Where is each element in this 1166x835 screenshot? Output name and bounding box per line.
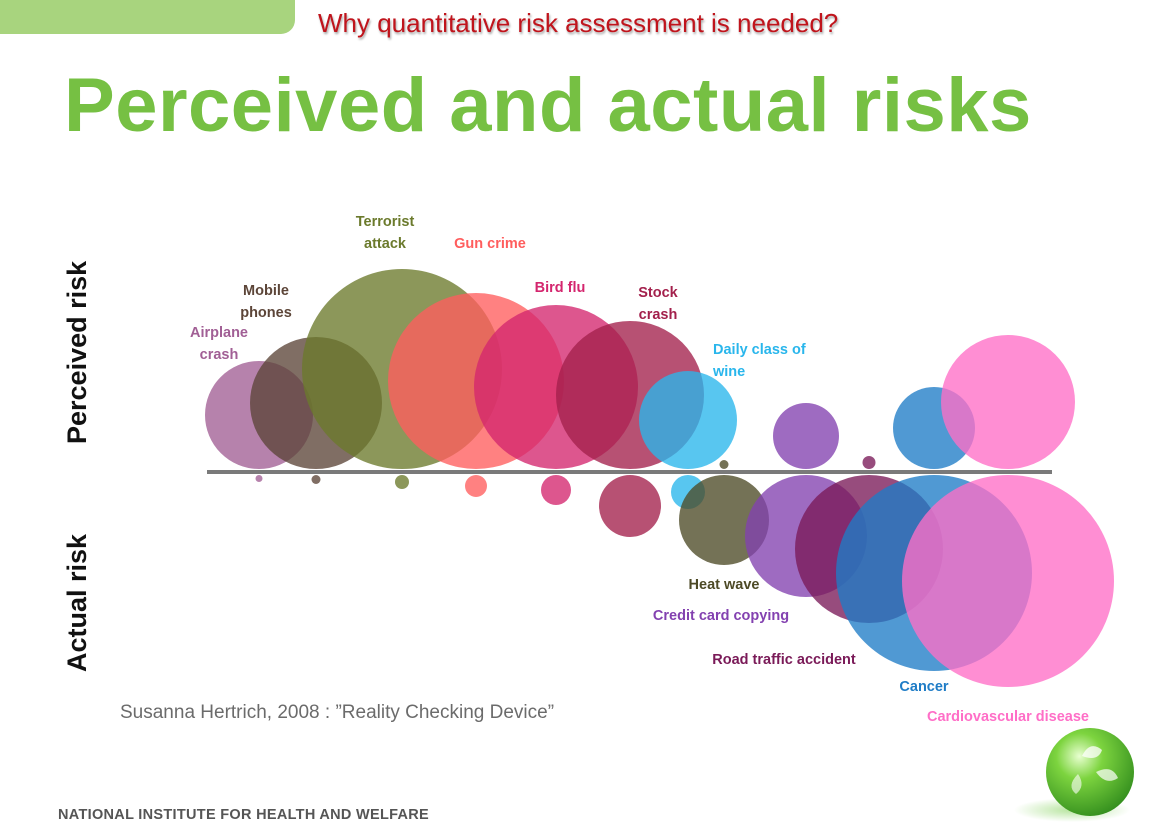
- perceived-bubble-road-traffic-accident: [862, 456, 876, 469]
- label-line: Road traffic accident: [712, 652, 856, 668]
- actual-bubble-stock-crash: [599, 475, 661, 537]
- perceived-bubble-cardiovascular-disease: [941, 335, 1075, 469]
- label-mobile-phones: Mobile phones: [240, 283, 292, 321]
- actual-bubble-mobile-phones: [311, 475, 321, 484]
- label-line: attack: [364, 236, 407, 252]
- label-line: Airplane: [190, 325, 248, 341]
- label-daily-class-of-wine: Daily class of wine: [712, 342, 806, 380]
- label-cardiovascular-disease: Cardiovascular disease: [927, 709, 1089, 725]
- globe-logo-icon: [1014, 728, 1134, 822]
- label-line: Terrorist: [356, 214, 415, 230]
- actual-bubble-gun-crime: [465, 475, 487, 497]
- label-line: Mobile: [243, 283, 289, 299]
- label-road-traffic-accident: Road traffic accident: [712, 652, 856, 668]
- perceived-bubble-heat-wave: [719, 460, 729, 469]
- label-line: Daily class of: [713, 342, 806, 358]
- label-line: crash: [639, 307, 678, 323]
- label-line: Credit card copying: [653, 608, 789, 624]
- label-line: wine: [712, 364, 745, 380]
- label-bird-flu: Bird flu: [535, 280, 586, 296]
- label-line: Gun crime: [454, 236, 526, 252]
- actual-bubble-terrorist-attack: [395, 475, 409, 489]
- label-heat-wave: Heat wave: [689, 577, 760, 593]
- slide-subtitle: Why quantitative risk assessment is need…: [318, 8, 839, 38]
- label-line: phones: [240, 305, 292, 321]
- label-credit-card-copying: Credit card copying: [653, 608, 789, 624]
- label-gun-crime: Gun crime: [454, 236, 526, 252]
- header-tab-decoration: [0, 0, 295, 34]
- footer-institution: NATIONAL INSTITUTE FOR HEALTH AND WELFAR…: [58, 807, 430, 823]
- label-terrorist-attack: Terrorist attack: [356, 214, 415, 252]
- label-stock-crash: Stock crash: [638, 285, 678, 323]
- label-line: Stock: [638, 285, 678, 301]
- perceived-bubble-daily-class-of-wine: [639, 371, 737, 469]
- label-line: Cancer: [899, 679, 949, 695]
- actual-bubble-cardiovascular-disease: [902, 475, 1114, 687]
- labels-group: Airplane crash Mobile phones Terrorist attack…: [190, 214, 1089, 725]
- perceived-bubble-credit-card-copying: [773, 403, 839, 469]
- label-line: Bird flu: [535, 280, 586, 296]
- actual-bubble-bird-flu: [541, 475, 571, 505]
- label-cancer: Cancer: [899, 679, 949, 695]
- label-airplane-crash: Airplane crash: [190, 325, 248, 363]
- bubbles-group: [205, 269, 1114, 687]
- citation: Susanna Hertrich, 2008 : ”Reality Checki…: [120, 702, 555, 723]
- actual-bubble-airplane-crash: [255, 475, 263, 482]
- slide-title: Perceived and actual risks: [64, 63, 1032, 148]
- label-line: crash: [200, 347, 239, 363]
- label-line: Cardiovascular disease: [927, 709, 1089, 725]
- label-line: Heat wave: [689, 577, 760, 593]
